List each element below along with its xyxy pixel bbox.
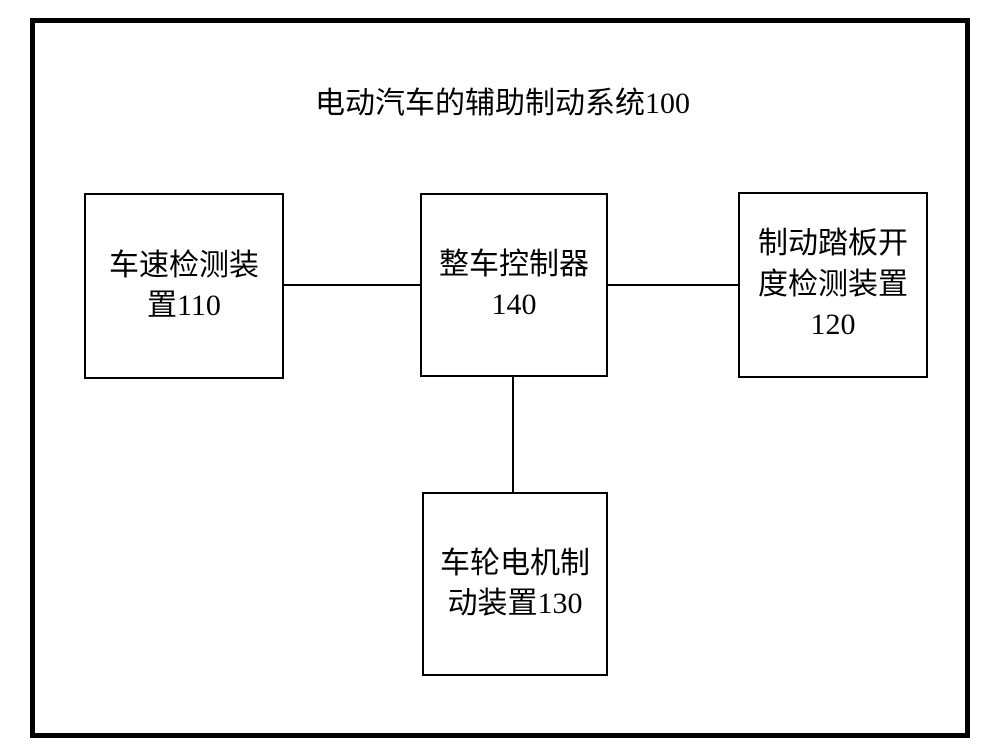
edge-speed-to-controller [284, 284, 420, 286]
node-brake-pedal-detector-label: 制动踏板开 度检测装置 120 [758, 224, 908, 346]
edge-controller-to-pedal [608, 284, 738, 286]
diagram-title: 电动汽车的辅助制动系统100 [315, 78, 690, 122]
node-vehicle-controller-label: 整车控制器 140 [439, 245, 589, 326]
node-speed-detector: 车速检测装 置110 [84, 193, 284, 379]
node-wheel-motor-brake: 车轮电机制 动装置130 [422, 492, 608, 676]
edge-controller-to-wheel [512, 377, 514, 492]
node-vehicle-controller: 整车控制器 140 [420, 193, 608, 377]
node-brake-pedal-detector: 制动踏板开 度检测装置 120 [738, 192, 928, 378]
node-wheel-motor-brake-label: 车轮电机制 动装置130 [440, 544, 590, 625]
node-speed-detector-label: 车速检测装 置110 [109, 246, 259, 327]
